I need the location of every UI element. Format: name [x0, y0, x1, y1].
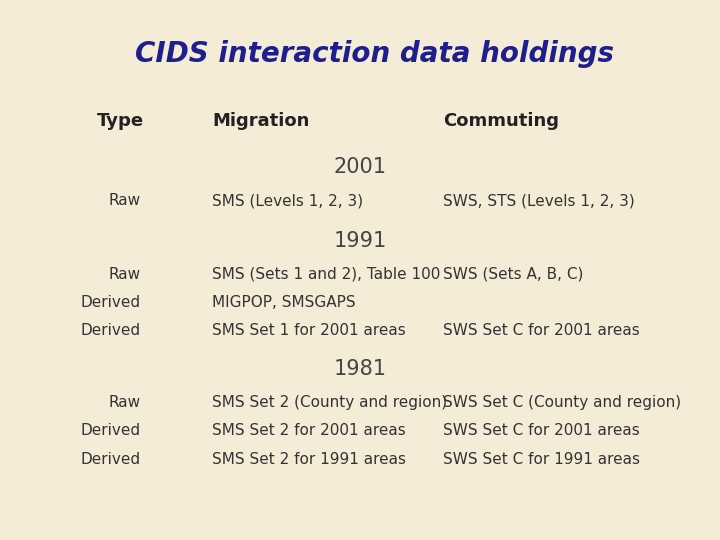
Text: Type: Type	[97, 112, 144, 131]
Text: SMS (Levels 1, 2, 3): SMS (Levels 1, 2, 3)	[212, 193, 364, 208]
Text: Derived: Derived	[80, 323, 140, 338]
Text: MIGPOP, SMSGAPS: MIGPOP, SMSGAPS	[212, 295, 356, 310]
Text: Raw: Raw	[108, 267, 140, 282]
Text: SMS (Sets 1 and 2), Table 100: SMS (Sets 1 and 2), Table 100	[212, 267, 441, 282]
Text: Raw: Raw	[108, 193, 140, 208]
Text: Migration: Migration	[212, 112, 310, 131]
Text: SMS Set 2 for 2001 areas: SMS Set 2 for 2001 areas	[212, 423, 406, 438]
Text: 2001: 2001	[333, 157, 387, 178]
Text: SMS Set 2 (County and region): SMS Set 2 (County and region)	[212, 395, 448, 410]
Text: Derived: Derived	[80, 423, 140, 438]
Text: Commuting: Commuting	[443, 112, 559, 131]
Text: Raw: Raw	[108, 395, 140, 410]
Text: Derived: Derived	[80, 451, 140, 467]
Text: SWS, STS (Levels 1, 2, 3): SWS, STS (Levels 1, 2, 3)	[443, 193, 634, 208]
Text: SWS (Sets A, B, C): SWS (Sets A, B, C)	[443, 267, 583, 282]
Text: CIDS interaction data holdings: CIDS interaction data holdings	[135, 40, 614, 68]
Text: SMS Set 1 for 2001 areas: SMS Set 1 for 2001 areas	[212, 323, 406, 338]
Text: SWS Set C for 2001 areas: SWS Set C for 2001 areas	[443, 423, 639, 438]
Text: 1981: 1981	[333, 359, 387, 380]
Text: SWS Set C (County and region): SWS Set C (County and region)	[443, 395, 681, 410]
Text: 1991: 1991	[333, 231, 387, 251]
Text: SWS Set C for 2001 areas: SWS Set C for 2001 areas	[443, 323, 639, 338]
Text: Derived: Derived	[80, 295, 140, 310]
Text: SWS Set C for 1991 areas: SWS Set C for 1991 areas	[443, 451, 640, 467]
Text: SMS Set 2 for 1991 areas: SMS Set 2 for 1991 areas	[212, 451, 406, 467]
